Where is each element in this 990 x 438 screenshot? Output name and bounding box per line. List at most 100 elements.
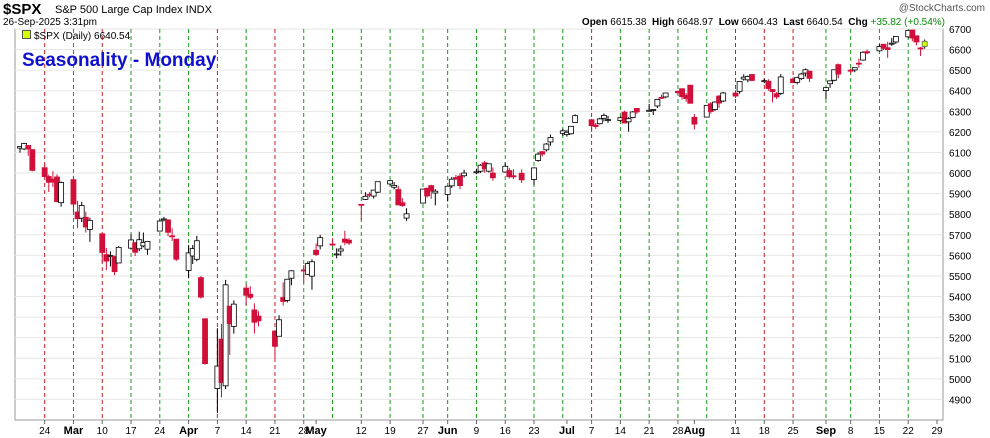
chg-value: +35.82 (+0.54%) [870,17,946,28]
candle-body [115,246,122,264]
y-tick-label: 6600 [949,46,972,57]
candle-body [860,51,866,61]
candle-body [103,254,110,262]
candle-body [794,76,801,83]
candle-body [144,240,151,250]
candle-body [864,51,870,54]
candle-body [317,237,324,247]
x-tick-label: 9 [474,426,480,437]
candle-body [358,203,365,206]
x-tick-label: 11 [730,426,741,437]
candle-body [333,253,340,256]
candle-body [851,67,858,71]
candle-body [173,238,180,260]
y-tick-label: 6700 [949,25,972,36]
y-tick-label: 6300 [949,107,972,118]
candle-body [193,240,200,260]
low-label: Low [718,17,739,28]
x-tick-label: 7 [589,426,595,437]
candle-body [255,315,262,322]
x-tick-label: Aug [684,425,705,437]
y-tick-label: 4900 [949,395,972,406]
candle-body [605,119,611,121]
candle-body [679,88,685,98]
chart-date: 26-Sep-2025 3:31pm [3,17,97,28]
y-tick-label: 6100 [949,148,972,159]
x-tick-label: 28 [298,426,310,437]
candle-body [448,178,455,187]
y-tick-label: 5800 [949,210,972,221]
candle-body [835,64,842,75]
x-tick-label: 25 [788,426,800,437]
candle-body [535,153,542,161]
candle-body [909,29,916,39]
x-tick-label: 17 [125,426,137,437]
legend-text: $SPX (Daily) 6640.54 [34,31,131,42]
candle-body [198,277,204,298]
x-tick-label: 28 [672,426,684,437]
candle-body [855,62,862,65]
candle-body [687,84,694,104]
candle-body [773,93,780,98]
candle-body [362,195,369,200]
candle-body [78,205,85,219]
x-tick-label: Apr [179,425,199,437]
x-tick-label: 14 [615,426,627,437]
candle-body [41,167,48,177]
y-tick-label: 5900 [949,190,972,201]
x-tick-label: 15 [874,426,886,437]
candle-body [230,303,237,327]
ohlc-readout: Open 6615.38 High 6648.97 Low 6604.43 La… [582,17,945,28]
candle-body [87,219,93,230]
x-tick-label: 14 [241,426,253,437]
candle-body [749,74,755,81]
candle-body [658,96,665,99]
candle-body [621,111,628,124]
candle-body [185,252,192,271]
candle-body [633,108,640,113]
candle-body [156,220,163,232]
x-tick-label: 27 [417,426,429,437]
chart-title: Seasonality - Monday [22,50,217,71]
plot-area [14,28,944,421]
candle-body [288,270,295,279]
candle-body [506,170,513,178]
candle-body [662,92,669,98]
legend-swatch [22,30,31,39]
y-tick-label: 6400 [949,87,972,98]
x-tick-label: 29 [931,426,943,437]
y-tick-label: 5500 [949,272,972,283]
candle-body [58,182,65,204]
candle-body [161,218,167,221]
candle-body [769,89,776,92]
candle-body [592,124,599,127]
candle-body [568,125,574,135]
candle-body [502,165,509,173]
x-tick-label: 21 [269,426,281,437]
candle-body [70,179,77,205]
y-tick-label: 5200 [949,334,972,345]
candle-body [25,145,32,150]
candle-body [276,319,282,337]
candle-body [827,80,833,85]
x-tick-label: Jul [559,425,575,437]
chg-label: Chg [848,17,868,28]
candle-body [432,190,439,194]
candle-body [428,185,435,192]
candle-body [572,115,579,123]
candle-body [313,249,319,255]
candle-body [913,35,920,43]
candle-body [391,184,398,188]
candle-body [111,256,118,273]
y-tick-label: 5700 [949,231,972,242]
high-value: 6648.97 [676,17,714,28]
candle-body [892,36,899,43]
candle-body [489,172,496,179]
candle-body [543,143,550,151]
candle-body [485,163,492,172]
x-tick-label: 18 [759,426,771,437]
candle-body [243,287,250,296]
candle-body [650,109,657,111]
x-tick-label: Mar [64,425,84,437]
